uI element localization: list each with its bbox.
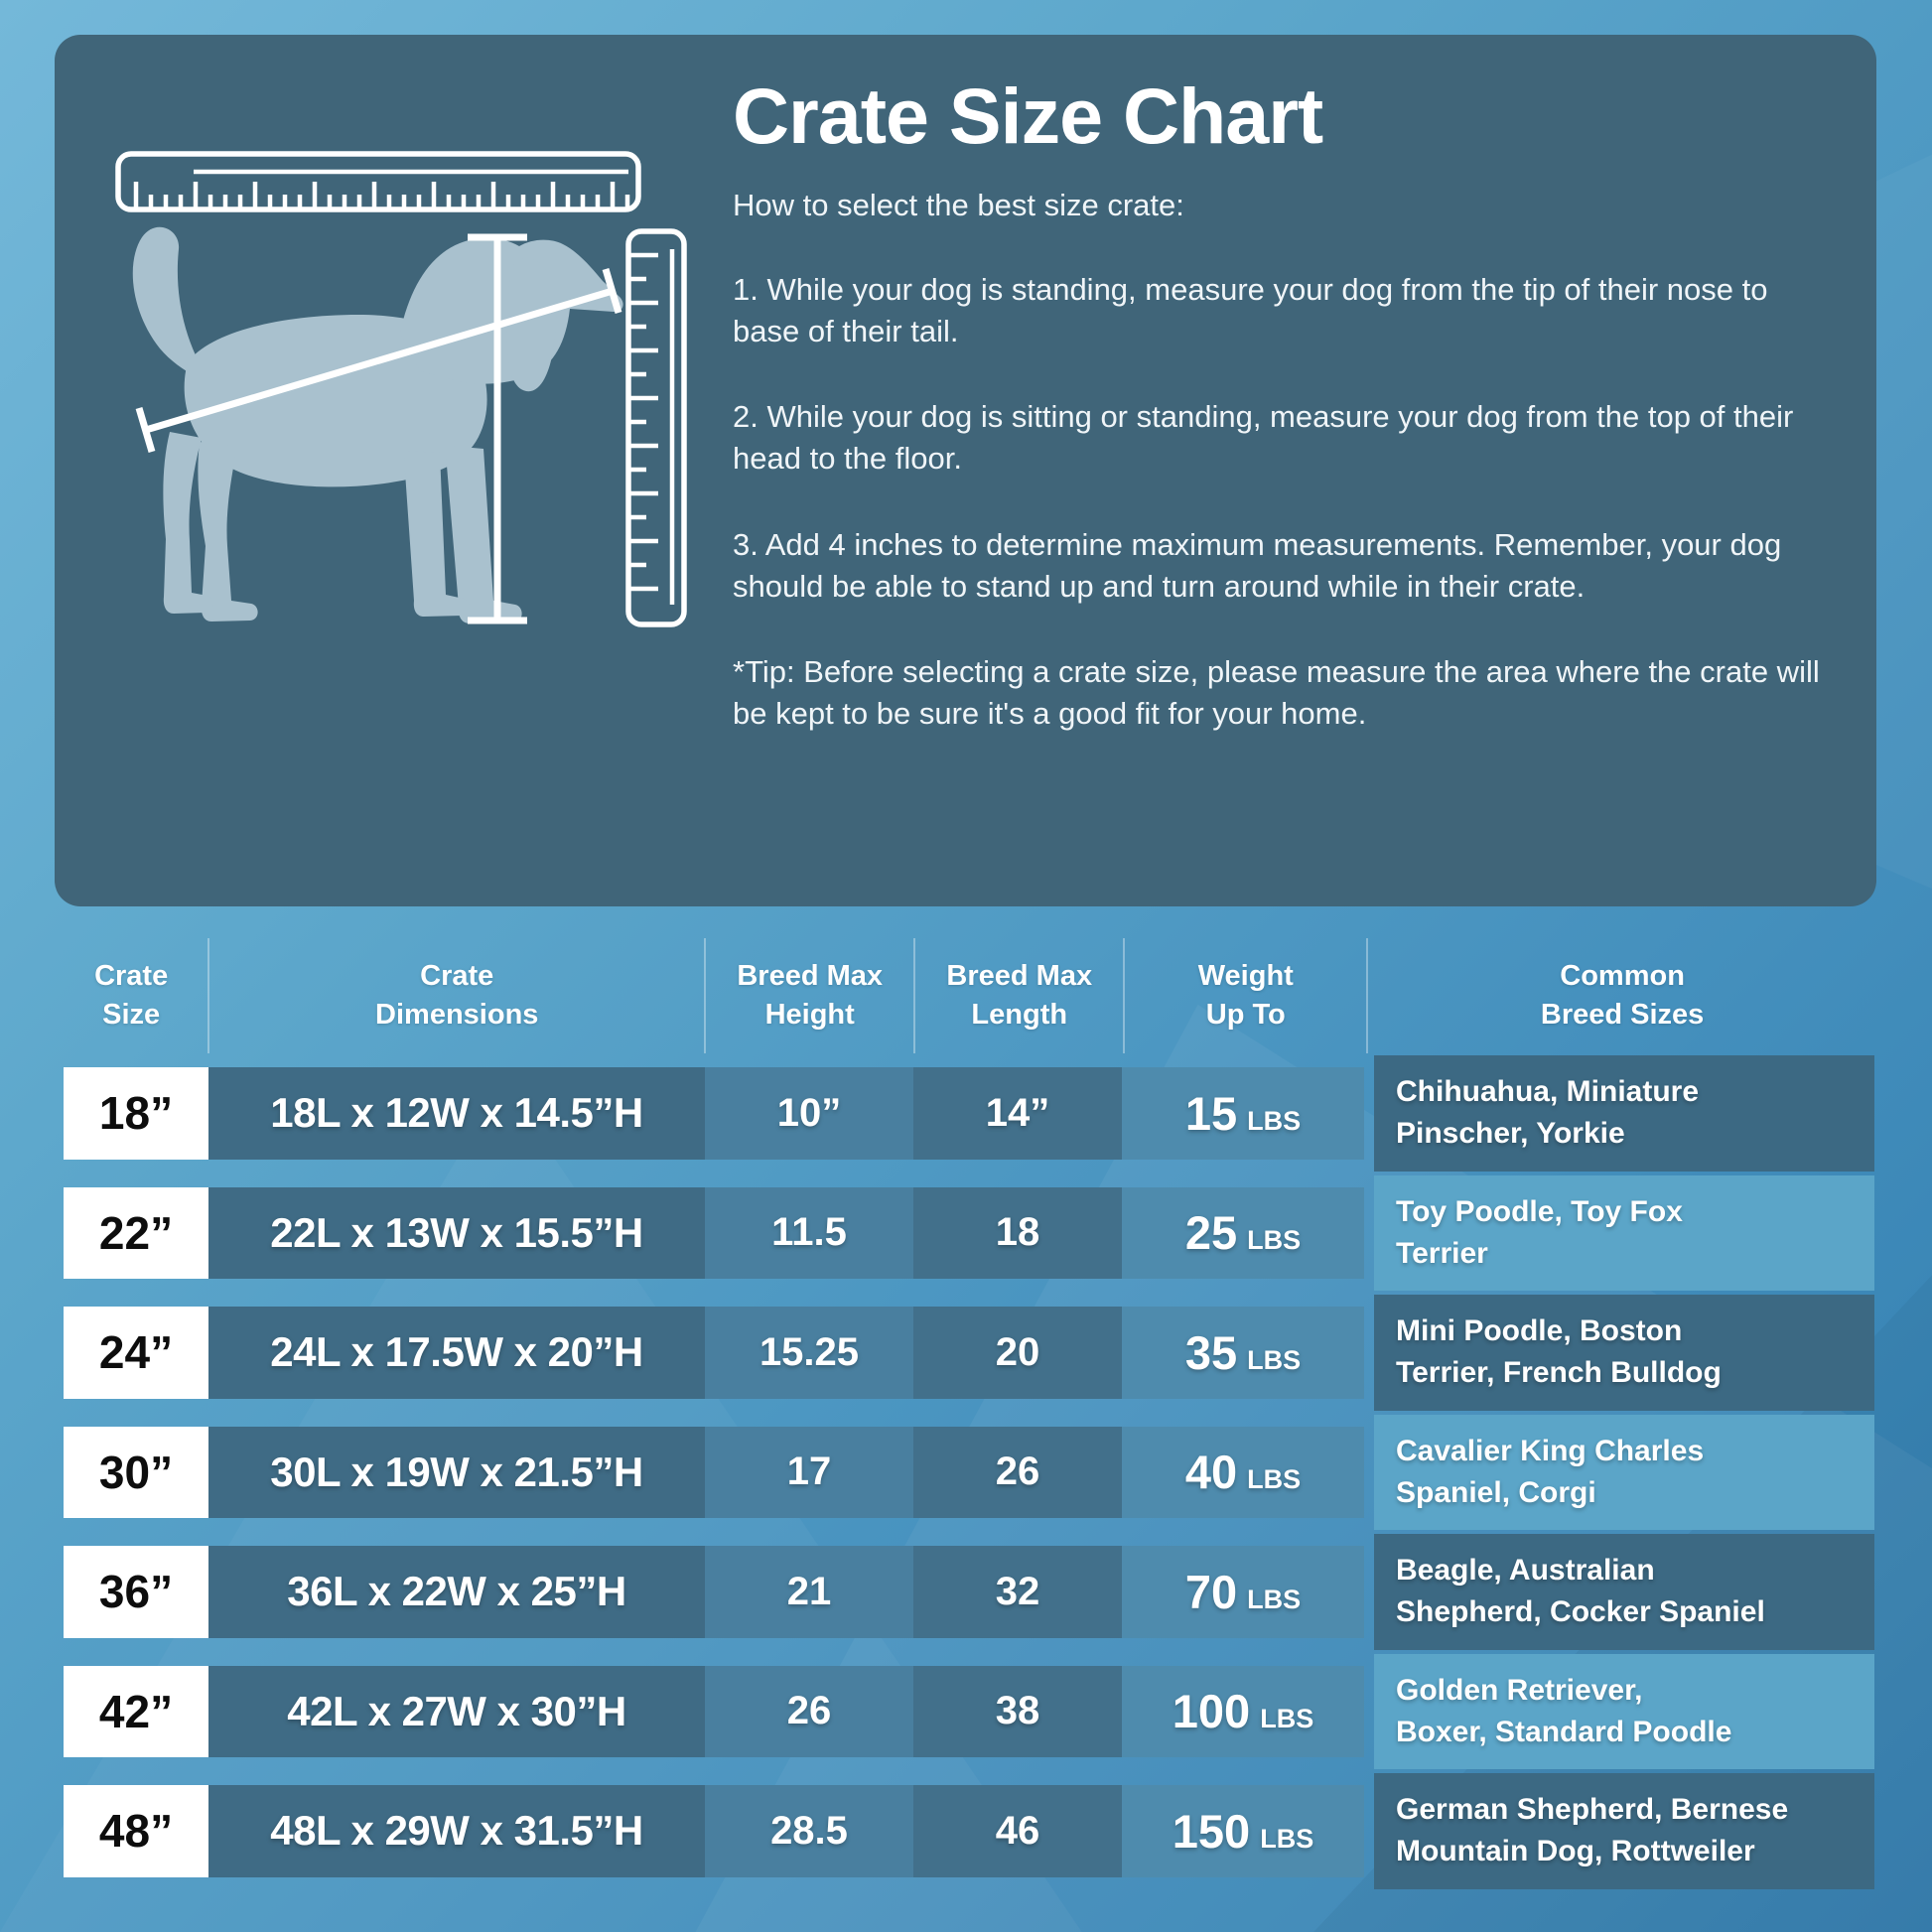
weight-value: 35 [1184, 1325, 1238, 1379]
cell-breed-max-height: 15.25 [705, 1307, 913, 1399]
weight-value: 40 [1184, 1446, 1238, 1499]
cell-weight: 100 LBS [1122, 1665, 1364, 1757]
table-row: 36” 36L x 22W x 25”H 21 32 70 LBS Beagle,… [55, 1532, 1876, 1652]
cell-breed-max-length: 26 [913, 1426, 1122, 1518]
column-header-common-breed-sizes: Common Breed Sizes [1366, 938, 1876, 1053]
weight-value: 100 [1172, 1685, 1251, 1738]
cell-common-breeds: Toy Poodle, Toy Fox Terrier [1374, 1174, 1874, 1291]
cell-breed-max-length: 14” [913, 1067, 1122, 1160]
dog-measurement-illustration [115, 151, 687, 627]
table-row: 24” 24L x 17.5W x 20”H 15.25 20 35 LBS Mi… [55, 1293, 1876, 1413]
cell-weight: 150 LBS [1122, 1785, 1364, 1877]
cell-breed-max-length: 18 [913, 1186, 1122, 1279]
cell-crate-dimensions: 30L x 19W x 21.5”H [208, 1426, 705, 1518]
table-header: Crate Size Crate Dimensions Breed Max He… [55, 938, 1876, 1053]
instruction-step-3: 3. Add 4 inches to determine maximum mea… [733, 526, 1782, 604]
cell-breed-max-length: 32 [913, 1546, 1122, 1638]
weight-unit: LBS [1260, 1704, 1314, 1734]
cell-crate-dimensions: 36L x 22W x 25”H [208, 1546, 705, 1638]
tip-text: *Tip: Before selecting a crate size, ple… [733, 653, 1820, 732]
weight-unit: LBS [1247, 1105, 1302, 1136]
column-header-breed-max-length: Breed Max Length [913, 938, 1123, 1053]
vertical-ruler-icon [625, 228, 687, 627]
cell-breed-max-height: 28.5 [705, 1785, 913, 1877]
cell-weight: 70 LBS [1122, 1546, 1364, 1638]
weight-value: 150 [1172, 1804, 1251, 1858]
weight-value: 25 [1184, 1206, 1238, 1260]
table-body: 18” 18L x 12W x 14.5”H 10” 14” 15 LBS Chi… [55, 1053, 1876, 1891]
cell-crate-dimensions: 24L x 17.5W x 20”H [208, 1307, 705, 1399]
cell-crate-size: 36” [64, 1546, 208, 1638]
height-measure-line [468, 233, 527, 624]
cell-weight: 35 LBS [1122, 1307, 1364, 1399]
weight-unit: LBS [1247, 1464, 1302, 1495]
instruction-step-2: 2. While your dog is sitting or standing… [733, 399, 1794, 477]
cell-crate-dimensions: 18L x 12W x 14.5”H [208, 1067, 705, 1160]
cell-common-breeds: Chihuahua, Miniature Pinscher, Yorkie [1374, 1055, 1874, 1172]
weight-unit: LBS [1247, 1584, 1302, 1614]
cell-crate-size: 30” [64, 1426, 208, 1518]
column-header-weight-up-to: Weight Up To [1123, 938, 1366, 1053]
cell-crate-dimensions: 42L x 27W x 30”H [208, 1665, 705, 1757]
cell-crate-size: 18” [64, 1067, 208, 1160]
cell-crate-dimensions: 48L x 29W x 31.5”H [208, 1785, 705, 1877]
cell-common-breeds: Golden Retriever, Boxer, Standard Poodle [1374, 1653, 1874, 1769]
column-header-breed-max-height: Breed Max Height [704, 938, 913, 1053]
cell-weight: 15 LBS [1122, 1067, 1364, 1160]
cell-crate-size: 48” [64, 1785, 208, 1877]
column-header-crate-size: Crate Size [94, 959, 169, 1031]
length-measure-line [135, 268, 622, 453]
info-panel: Crate Size Chart How to select the best … [55, 35, 1876, 906]
page-title: Crate Size Chart [733, 71, 1323, 160]
table-row: 30” 30L x 19W x 21.5”H 17 26 40 LBS Caval… [55, 1413, 1876, 1533]
table-row: 48” 48L x 29W x 31.5”H 28.5 46 150 LBS Ge… [55, 1771, 1876, 1891]
cell-breed-max-height: 21 [705, 1546, 913, 1638]
cell-breed-max-length: 38 [913, 1665, 1122, 1757]
cell-breed-max-height: 11.5 [705, 1186, 913, 1279]
cell-crate-size: 24” [64, 1307, 208, 1399]
horizontal-ruler-icon [115, 151, 641, 212]
table-row: 42” 42L x 27W x 30”H 26 38 100 LBS Golden… [55, 1652, 1876, 1772]
cell-common-breeds: Beagle, Australian Shepherd, Cocker Span… [1374, 1534, 1874, 1650]
cell-weight: 25 LBS [1122, 1186, 1364, 1279]
cell-crate-size: 42” [64, 1665, 208, 1757]
cell-crate-size: 22” [64, 1186, 208, 1279]
instruction-step-1: 1. While your dog is standing, measure y… [733, 272, 1768, 349]
weight-unit: LBS [1260, 1823, 1314, 1854]
cell-breed-max-length: 46 [913, 1785, 1122, 1877]
column-header-crate-dimensions: Crate Dimensions [207, 938, 704, 1053]
table-row: 22” 22L x 13W x 15.5”H 11.5 18 25 LBS Toy… [55, 1173, 1876, 1294]
cell-breed-max-height: 17 [705, 1426, 913, 1518]
weight-value: 70 [1184, 1565, 1238, 1618]
cell-breed-max-height: 26 [705, 1665, 913, 1757]
table-row: 18” 18L x 12W x 14.5”H 10” 14” 15 LBS Chi… [55, 1053, 1876, 1173]
cell-crate-dimensions: 22L x 13W x 15.5”H [208, 1186, 705, 1279]
crate-size-table: Crate Size Crate Dimensions Breed Max He… [55, 938, 1876, 1891]
cell-common-breeds: Mini Poodle, Boston Terrier, French Bull… [1374, 1295, 1874, 1411]
cell-breed-max-length: 20 [913, 1307, 1122, 1399]
weight-unit: LBS [1247, 1225, 1302, 1256]
cell-weight: 40 LBS [1122, 1426, 1364, 1518]
weight-value: 15 [1184, 1086, 1238, 1140]
dog-silhouette-icon [132, 226, 623, 623]
cell-common-breeds: Cavalier King Charles Spaniel, Corgi [1374, 1414, 1874, 1530]
subtitle: How to select the best size crate: [733, 188, 1184, 222]
cell-breed-max-height: 10” [705, 1067, 913, 1160]
weight-unit: LBS [1247, 1344, 1302, 1375]
cell-common-breeds: German Shepherd, Bernese Mountain Dog, R… [1374, 1773, 1874, 1889]
